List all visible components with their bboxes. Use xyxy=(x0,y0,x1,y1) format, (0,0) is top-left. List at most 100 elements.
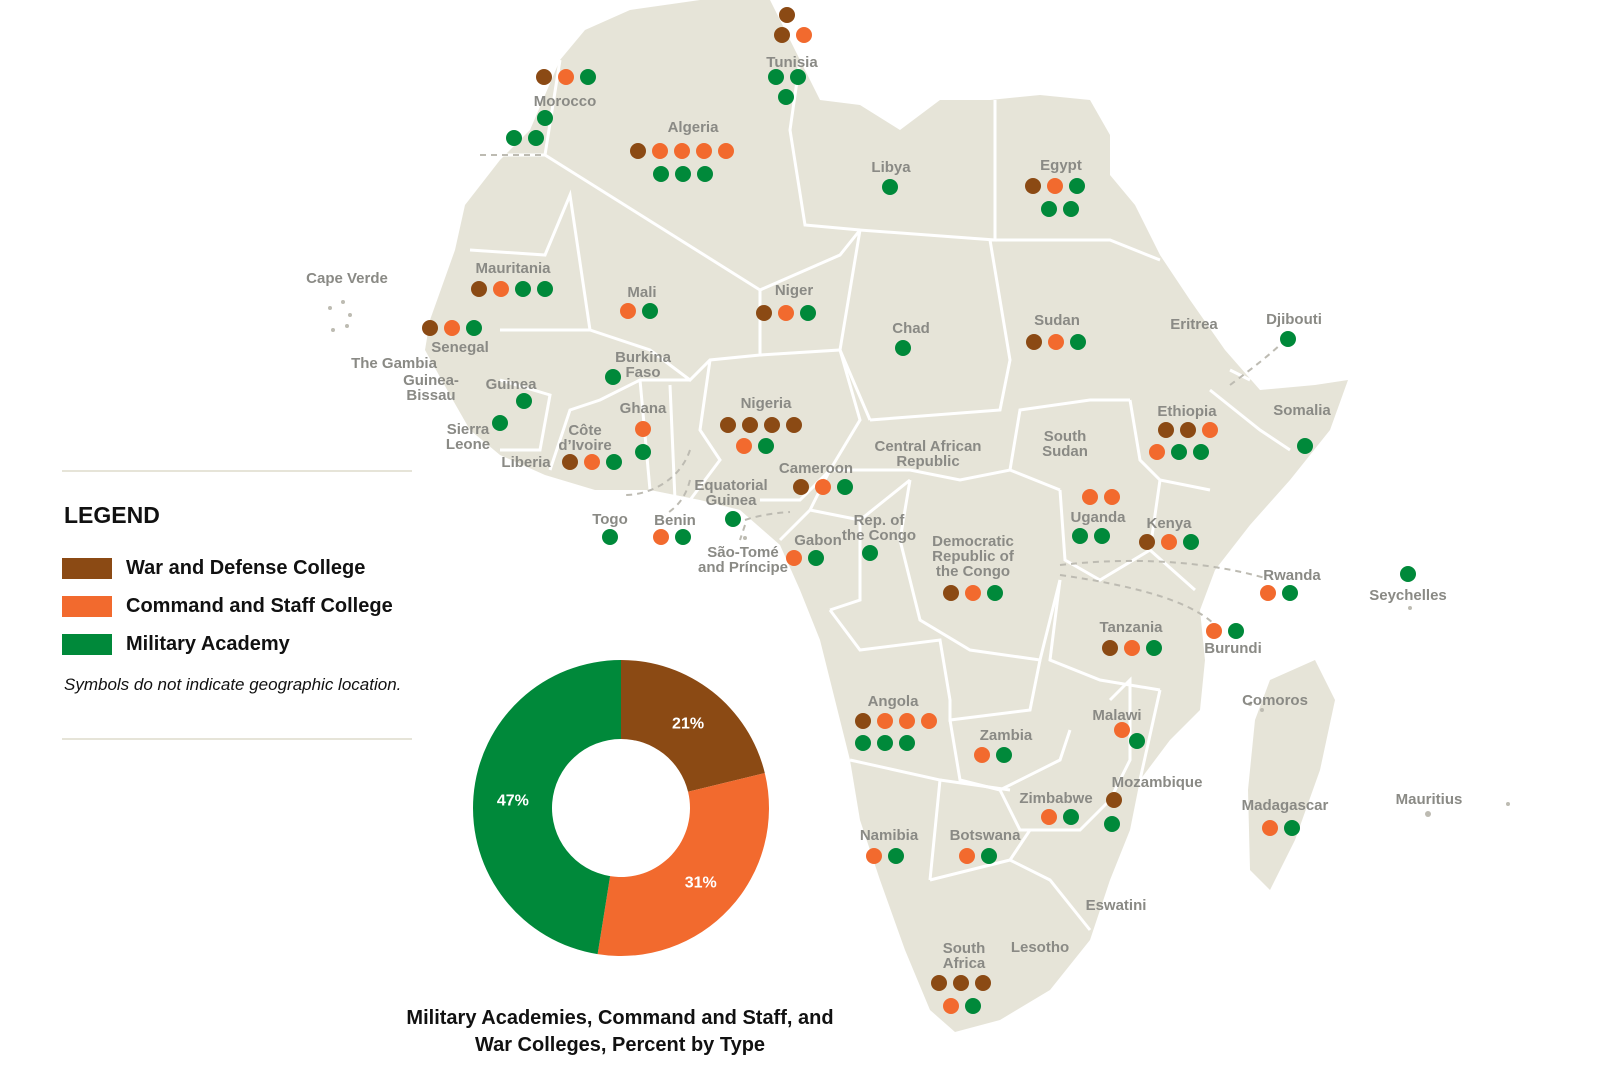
symbol-military-academy-mauritania xyxy=(537,281,553,297)
country-label-sudan: Sudan xyxy=(1034,312,1080,329)
country-label-cape-verde: Cape Verde xyxy=(306,270,388,287)
symbol-command-staff-zimbabwe xyxy=(1041,809,1057,825)
symbol-military-academy-sudan xyxy=(1070,334,1086,350)
country-label-malawi: Malawi xyxy=(1092,707,1141,724)
symbol-war-defense-south-africa xyxy=(931,975,947,991)
symbol-war-defense-tunisia xyxy=(779,7,795,23)
country-label-cameroon: Cameroon xyxy=(779,460,853,477)
country-label-burundi: Burundi xyxy=(1204,640,1262,657)
symbol-military-academy-tunisia xyxy=(778,89,794,105)
symbol-military-academy-angola xyxy=(855,735,871,751)
symbol-war-defense-mozambique xyxy=(1106,792,1122,808)
legend-bottom-rule xyxy=(62,738,412,740)
legend-item-military-academy: Military Academy xyxy=(62,625,412,663)
donut-chart-title: Military Academies, Command and Staff, a… xyxy=(406,1007,834,1056)
country-label-tunisia: Tunisia xyxy=(766,54,818,71)
country-label-democratic-republic-of-the-congo: Democratic Republic of the Congo xyxy=(932,533,1015,580)
symbol-command-staff-burundi xyxy=(1206,623,1222,639)
country-label-madagascar: Madagascar xyxy=(1242,797,1329,814)
symbol-military-academy-uganda xyxy=(1094,528,1110,544)
country-label-angola: Angola xyxy=(868,693,919,710)
country-label-central-african-republic: Central African Republic xyxy=(875,438,982,470)
symbol-war-defense-senegal xyxy=(422,320,438,336)
country-label-south-sudan: South Sudan xyxy=(1042,428,1088,460)
country-label-sao-tome-and-principe: São-Tomé and Príncipe xyxy=(698,544,788,576)
symbol-command-staff-namibia xyxy=(866,848,882,864)
symbol-war-defense-cameroon xyxy=(793,479,809,495)
symbol-command-staff-mauritania xyxy=(493,281,509,297)
legend-item-war-defense: War and Defense College xyxy=(62,549,412,587)
country-label-egypt: Egypt xyxy=(1040,157,1082,174)
symbol-war-defense-angola xyxy=(855,713,871,729)
symbol-command-staff-nigeria xyxy=(736,438,752,454)
country-label-niger: Niger xyxy=(775,282,814,299)
symbol-command-staff-algeria xyxy=(652,143,668,159)
symbol-war-defense-tunisia xyxy=(774,27,790,43)
country-label-morocco: Morocco xyxy=(534,93,597,110)
symbol-war-defense-nigeria xyxy=(786,417,802,433)
country-label-burkina-faso: Burkina Faso xyxy=(615,349,672,381)
country-label-lesotho: Lesotho xyxy=(1011,939,1069,956)
symbol-military-academy-kenya xyxy=(1183,534,1199,550)
symbol-military-academy-libya xyxy=(882,179,898,195)
symbol-military-academy-egypt xyxy=(1069,178,1085,194)
symbol-military-academy-democratic-republic-of-the-congo xyxy=(987,585,1003,601)
symbol-command-staff-algeria xyxy=(674,143,690,159)
symbol-command-staff-south-africa xyxy=(943,998,959,1014)
symbol-military-academy-tanzania xyxy=(1146,640,1162,656)
country-borders xyxy=(469,59,1291,931)
symbol-military-academy-zambia xyxy=(996,747,1012,763)
symbol-command-staff-benin xyxy=(653,529,669,545)
symbol-military-academy-ethiopia xyxy=(1171,444,1187,460)
symbol-command-staff-angola xyxy=(877,713,893,729)
symbol-military-academy-cote-d-ivoire xyxy=(606,454,622,470)
symbol-command-staff-egypt xyxy=(1047,178,1063,194)
symbol-military-academy-algeria xyxy=(653,166,669,182)
legend-label-war-defense: War and Defense College xyxy=(126,556,366,579)
symbol-command-staff-niger xyxy=(778,305,794,321)
country-label-guinea: Guinea xyxy=(486,376,538,393)
country-label-algeria: Algeria xyxy=(668,119,720,136)
donut-chart: 21% 31% 47% xyxy=(473,660,769,956)
symbol-military-academy-algeria xyxy=(697,166,713,182)
symbol-command-staff-morocco xyxy=(558,69,574,85)
symbol-military-academy-mozambique xyxy=(1104,816,1120,832)
country-label-rwanda: Rwanda xyxy=(1263,567,1321,584)
country-label-guinea-bissau: Guinea-Bissau xyxy=(403,372,459,404)
country-label-mauritania: Mauritania xyxy=(475,260,551,277)
country-label-somalia: Somalia xyxy=(1273,402,1331,419)
connector-lines xyxy=(480,154,1286,626)
country-label-tanzania: Tanzania xyxy=(1099,619,1163,636)
symbol-military-academy-angola xyxy=(877,735,893,751)
symbol-command-staff-democratic-republic-of-the-congo xyxy=(965,585,981,601)
symbol-command-staff-uganda xyxy=(1082,489,1098,505)
symbol-military-academy-tunisia xyxy=(768,69,784,85)
donut-label-military-academy: 47% xyxy=(497,792,529,809)
legend-swatch-military-academy xyxy=(62,633,112,655)
country-label-zambia: Zambia xyxy=(980,727,1033,744)
country-label-rep-of-the-congo: Rep. of the Congo xyxy=(842,512,916,544)
symbol-military-academy-senegal xyxy=(466,320,482,336)
country-label-zimbabwe: Zimbabwe xyxy=(1019,790,1092,807)
symbol-war-defense-tanzania xyxy=(1102,640,1118,656)
symbol-military-academy-gabon xyxy=(808,550,824,566)
symbol-military-academy-malawi xyxy=(1129,733,1145,749)
symbol-command-staff-zambia xyxy=(974,747,990,763)
symbol-military-academy-uganda xyxy=(1072,528,1088,544)
symbol-war-defense-niger xyxy=(756,305,772,321)
donut-label-command-and-staff-college: 31% xyxy=(685,875,717,892)
country-label-namibia: Namibia xyxy=(860,827,919,844)
symbol-command-staff-ethiopia xyxy=(1202,422,1218,438)
symbol-military-academy-morocco xyxy=(580,69,596,85)
symbol-military-academy-tunisia xyxy=(790,69,806,85)
symbol-war-defense-sudan xyxy=(1026,334,1042,350)
symbol-military-academy-togo xyxy=(602,529,618,545)
symbol-command-staff-algeria xyxy=(696,143,712,159)
symbol-military-academy-egypt xyxy=(1041,201,1057,217)
country-label-seychelles: Seychelles xyxy=(1369,587,1447,604)
symbol-military-academy-ghana xyxy=(635,444,651,460)
country-label-chad: Chad xyxy=(892,320,930,337)
symbol-military-academy-benin xyxy=(675,529,691,545)
symbol-war-defense-egypt xyxy=(1025,178,1041,194)
symbol-command-staff-uganda xyxy=(1104,489,1120,505)
